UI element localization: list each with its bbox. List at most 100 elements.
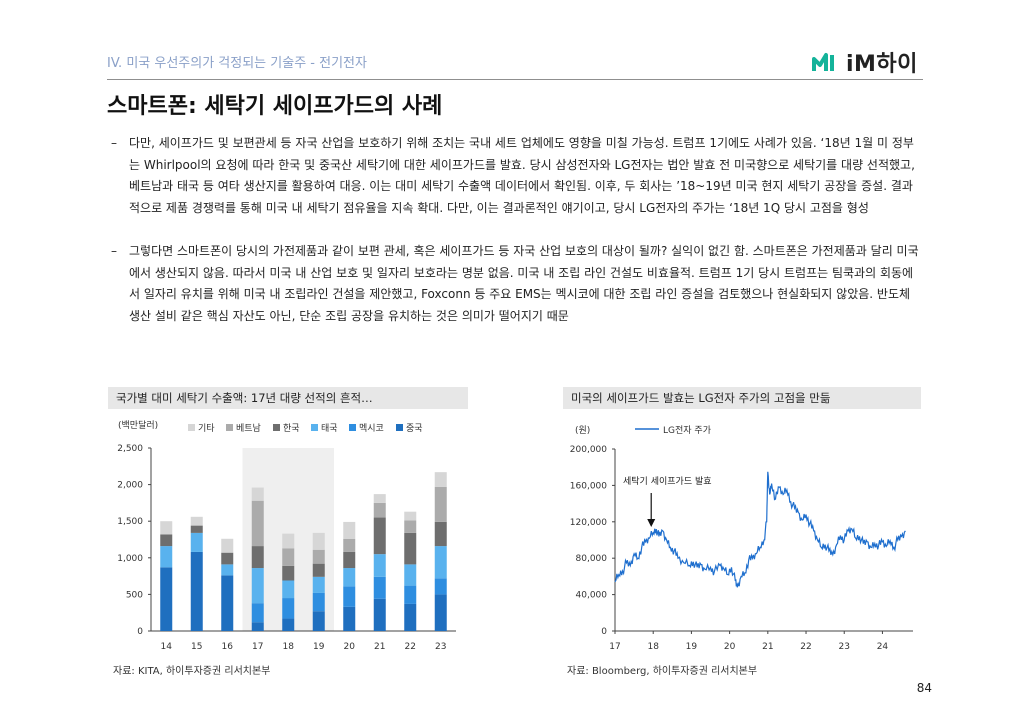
bar-segment xyxy=(434,546,447,579)
bar-segment xyxy=(251,487,264,501)
bar-segment xyxy=(251,622,264,631)
x-tick-label: 23 xyxy=(839,642,850,652)
y-axis-unit: (백만달러) xyxy=(118,419,158,431)
bar-segment xyxy=(312,549,325,564)
price-line xyxy=(614,471,906,588)
legend-swatch xyxy=(396,424,403,431)
bar-segment xyxy=(312,532,325,550)
bar-segment xyxy=(190,525,203,533)
page-number: 84 xyxy=(916,681,932,695)
x-tick-label: 22 xyxy=(800,642,811,652)
x-tick-label: 16 xyxy=(222,642,234,652)
section-label: IV. 미국 우선주의가 걱정되는 기술주 - 전기전자 xyxy=(107,56,367,71)
bar-segment xyxy=(404,564,417,586)
legend-swatch xyxy=(188,424,195,431)
x-tick-label: 17 xyxy=(252,642,263,652)
legend-label: 베트남 xyxy=(236,423,261,434)
bar-segment xyxy=(312,592,325,612)
bar-segment xyxy=(343,568,356,587)
x-tick-label: 21 xyxy=(762,642,773,652)
legend-swatch xyxy=(273,424,280,431)
bar-segment xyxy=(404,532,417,565)
bar-segment xyxy=(282,598,295,619)
x-tick-label: 14 xyxy=(161,642,173,652)
y-tick-label: 160,000 xyxy=(570,481,607,491)
logo-text: iM하이 xyxy=(846,52,918,77)
x-tick-label: 21 xyxy=(374,642,385,652)
left-chart-source: 자료: KITA, 하이투자증권 리서치본부 xyxy=(113,666,271,677)
bullet-text: 다만, 세이프가드 및 보편관세 등 자국 산업을 보호하기 위해 조치는 국내… xyxy=(129,136,915,215)
bar-segment xyxy=(221,538,234,553)
bar-segment xyxy=(251,603,264,623)
legend-label: LG전자 주가 xyxy=(663,425,711,436)
y-tick-label: 0 xyxy=(601,627,607,637)
bar-segment xyxy=(434,578,447,595)
x-tick-label: 19 xyxy=(686,642,698,652)
bar-segment xyxy=(160,534,173,547)
x-tick-label: 24 xyxy=(877,642,889,652)
bar-segment xyxy=(190,551,203,631)
bar-segment xyxy=(373,494,386,503)
x-tick-label: 18 xyxy=(647,642,659,652)
legend-label: 멕시코 xyxy=(359,423,384,434)
annotation-arrow-head xyxy=(647,519,656,527)
right-chart-title: 미국의 세이프가드 발효는 LG전자 주가의 고점을 만듦 xyxy=(563,387,921,409)
bar-segment xyxy=(434,594,447,631)
bar-segment xyxy=(160,521,173,535)
x-tick-label: 22 xyxy=(405,642,416,652)
bullet-dash: – xyxy=(111,136,117,150)
legend-label: 한국 xyxy=(283,423,300,434)
bullet-dash: – xyxy=(111,244,117,258)
legend-label: 태국 xyxy=(321,423,338,434)
stock-price-line-chart: (원) LG전자 주가 0 40,000 80,000 120,000 160,000 200… xyxy=(570,425,913,652)
y-tick-label: 2,000 xyxy=(117,481,143,491)
bar-segment xyxy=(251,500,264,547)
bar-segment xyxy=(373,576,386,599)
y-tick-label: 80,000 xyxy=(576,554,608,564)
bar-segment xyxy=(221,552,234,565)
bullet-paragraph-2: – 그렇다면 스마트폰이 당시의 가전제품과 같이 보편 관세, 혹은 세이프가… xyxy=(111,241,923,327)
legend-swatch xyxy=(311,424,318,431)
legend-swatch xyxy=(349,424,356,431)
bar-segment xyxy=(160,546,173,568)
bar-segment xyxy=(160,567,173,631)
bar-segment xyxy=(251,546,264,569)
y-tick-label: 0 xyxy=(137,627,143,637)
bar-segment xyxy=(190,532,203,552)
stacked-bar-chart: (백만달러) 기타 베트남 한국 태국 멕시코 중국 0 500 1,000 1,500 2,000 2… xyxy=(117,419,456,652)
bar-segment xyxy=(373,598,386,631)
bar-segment xyxy=(221,564,234,576)
x-tick-label: 19 xyxy=(313,642,325,652)
y-tick-label: 40,000 xyxy=(576,591,608,601)
x-tick-label: 18 xyxy=(283,642,295,652)
bar-segment xyxy=(221,575,234,631)
bar-segment xyxy=(282,548,295,566)
page-title: 스마트폰: 세탁기 세이프가드의 사례 xyxy=(107,94,443,119)
header-divider xyxy=(107,79,923,80)
y-axis-unit: (원) xyxy=(575,425,590,436)
legend-swatch xyxy=(226,424,233,431)
bar-segment xyxy=(434,472,447,487)
bar-segment xyxy=(373,517,386,555)
y-tick-label: 120,000 xyxy=(570,518,607,528)
legend-label: 중국 xyxy=(406,423,423,434)
y-tick-label: 500 xyxy=(126,590,143,600)
y-tick-label: 1,500 xyxy=(117,517,143,527)
bar-segment xyxy=(190,516,203,526)
logo-mark-icon xyxy=(812,53,834,71)
bar-segment xyxy=(343,586,356,607)
legend-label: 기타 xyxy=(198,423,215,434)
x-tick-label: 20 xyxy=(724,642,736,652)
bar-segment xyxy=(343,538,356,552)
bar-segment xyxy=(343,521,356,539)
bar-segment xyxy=(343,551,356,569)
annotation-text: 세탁기 세이프가드 발효 xyxy=(623,475,712,487)
bar-segment xyxy=(434,486,447,522)
right-chart-source: 자료: Bloomberg, 하이투자증권 리서치본부 xyxy=(567,666,758,677)
bar-segment xyxy=(373,502,386,518)
bar-segment xyxy=(373,554,386,577)
x-tick-label: 23 xyxy=(435,642,446,652)
bar-segment xyxy=(282,533,295,549)
bar-segment xyxy=(282,565,295,581)
bar-segment xyxy=(312,576,325,593)
